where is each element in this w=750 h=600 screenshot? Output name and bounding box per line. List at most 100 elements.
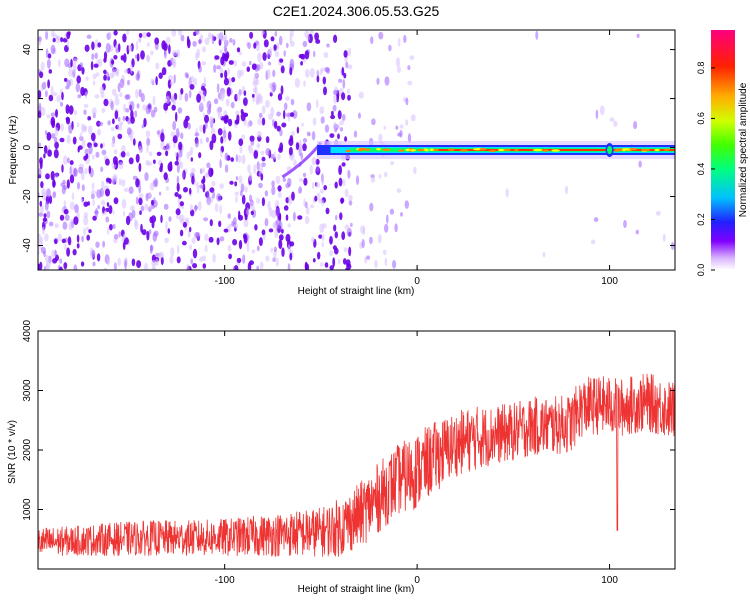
- noise-speckle: [288, 146, 293, 156]
- noise-speckle: [283, 102, 288, 111]
- noise-speckle: [65, 117, 71, 125]
- noise-speckle: [118, 161, 124, 170]
- noise-speckle: [390, 161, 395, 166]
- noise-speckle: [83, 211, 89, 219]
- noise-speckle: [86, 226, 89, 231]
- noise-speckle: [196, 185, 200, 194]
- noise-speckle: [341, 92, 346, 101]
- noise-speckle: [91, 53, 95, 61]
- noise-speckle: [338, 78, 343, 83]
- noise-speckle: [285, 42, 289, 49]
- noise-speckle: [143, 117, 147, 128]
- noise-speckle: [96, 253, 101, 262]
- noise-speckle: [223, 228, 229, 233]
- noise-speckle: [277, 153, 281, 160]
- noise-speckle: [230, 157, 234, 163]
- noise-speckle: [101, 149, 107, 156]
- noise-speckle: [238, 175, 243, 184]
- noise-speckle: [138, 193, 144, 199]
- noise-speckle: [175, 214, 181, 220]
- noise-speckle: [227, 244, 232, 252]
- colorbar-tick-label: 0.8: [696, 62, 706, 75]
- noise-speckle: [61, 238, 66, 244]
- noise-speckle: [140, 92, 145, 103]
- noise-speckle: [243, 112, 249, 118]
- noise-speckle: [66, 134, 71, 144]
- noise-speckle: [292, 110, 298, 119]
- noise-speckle: [272, 257, 276, 263]
- noise-speckle: [272, 222, 276, 229]
- noise-speckle: [63, 208, 69, 215]
- noise-speckle: [296, 126, 300, 134]
- noise-speckle: [192, 40, 197, 47]
- noise-speckle: [40, 106, 46, 116]
- noise-speckle: [125, 94, 131, 100]
- noise-speckle: [194, 205, 198, 210]
- noise-speckle: [333, 34, 338, 43]
- noise-speckle: [311, 131, 316, 141]
- noise-speckle: [69, 165, 72, 176]
- noise-speckle: [131, 209, 136, 219]
- noise-speckle: [132, 138, 136, 146]
- noise-speckle: [264, 190, 269, 197]
- noise-speckle: [194, 138, 199, 148]
- noise-speckle: [235, 154, 238, 163]
- noise-speckle: [113, 55, 118, 60]
- noise-speckle: [107, 120, 111, 126]
- noise-speckle: [211, 133, 217, 144]
- noise-speckle: [177, 197, 180, 205]
- noise-speckle: [291, 130, 295, 137]
- noise-speckle: [97, 42, 102, 48]
- noise-speckle: [254, 72, 258, 78]
- noise-speckle: [76, 234, 80, 243]
- noise-speckle: [42, 81, 47, 90]
- noise-speckle: [47, 149, 52, 157]
- noise-speckle: [262, 52, 267, 61]
- noise-speckle: [213, 98, 219, 105]
- noise-speckle: [261, 156, 266, 162]
- noise-speckle: [220, 150, 223, 158]
- noise-speckle: [338, 165, 342, 176]
- noise-speckle: [128, 44, 133, 52]
- noise-speckle: [115, 48, 120, 54]
- noise-speckle: [323, 185, 328, 191]
- noise-speckle: [302, 172, 307, 178]
- signal-bulge-core: [607, 146, 613, 154]
- noise-speckle: [382, 249, 387, 256]
- noise-speckle: [378, 133, 383, 143]
- noise-speckle: [81, 139, 86, 149]
- noise-speckle: [121, 145, 126, 153]
- noise-speckle: [227, 131, 232, 141]
- noise-speckle: [302, 143, 307, 152]
- signal-blob: [514, 149, 519, 152]
- noise-speckle: [110, 127, 115, 132]
- noise-speckle: [333, 122, 337, 130]
- noise-speckle: [291, 191, 295, 201]
- noise-speckle: [74, 110, 78, 116]
- noise-speckle: [156, 130, 160, 135]
- noise-speckle: [140, 50, 145, 60]
- noise-speckle: [294, 77, 300, 88]
- noise-speckle: [94, 94, 100, 99]
- noise-speckle: [153, 159, 156, 164]
- noise-speckle: [54, 250, 57, 257]
- noise-speckle: [243, 97, 248, 106]
- noise-speckle: [190, 157, 193, 162]
- noise-speckle: [207, 32, 212, 40]
- noise-speckle: [138, 162, 142, 172]
- noise-speckle: [247, 42, 252, 49]
- noise-speckle: [204, 233, 209, 242]
- noise-speckle: [183, 186, 188, 193]
- noise-speckle: [146, 54, 150, 63]
- noise-speckle: [274, 229, 279, 239]
- noise-speckle: [54, 223, 59, 229]
- noise-speckle: [108, 205, 113, 214]
- noise-speckle: [249, 199, 254, 207]
- noise-speckle: [321, 177, 325, 186]
- noise-speckle: [103, 267, 108, 270]
- noise-speckle: [165, 186, 170, 191]
- noise-speckle: [261, 117, 266, 126]
- noise-speckle: [45, 30, 49, 40]
- noise-speckle: [258, 237, 263, 247]
- x-tick-label: -100: [215, 575, 235, 586]
